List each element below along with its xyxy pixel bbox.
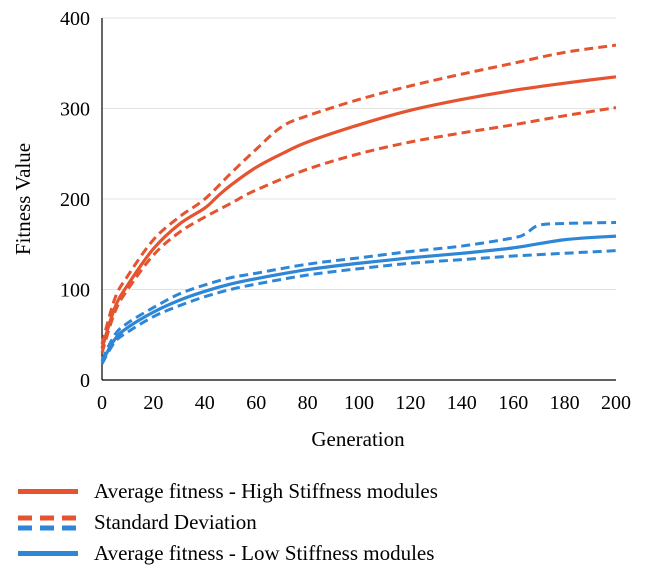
x-tick-label: 200 [601, 392, 631, 414]
grid-lines [102, 17, 616, 290]
y-tick-label: 100 [60, 280, 90, 302]
x-tick-label: 180 [550, 392, 580, 414]
legend-swatch-std-dashed [18, 515, 78, 531]
tick-labels: 0 100 200 300 400 0 20 40 60 80 100 120 140 160 180 200 [60, 8, 631, 414]
legend-swatch-high-solid [18, 484, 78, 500]
fitness-line-chart: 0 100 200 300 400 0 20 40 60 80 100 120 140 160 180 200… [11, 8, 631, 451]
legend-item-standard-deviation: Standard Deviation [18, 507, 628, 538]
x-tick-label: 60 [246, 392, 266, 414]
high-stiffness-lower-line [100, 106, 617, 354]
x-tick-label: 80 [298, 392, 318, 414]
legend-item-high-stiffness: Average fitness - High Stiffness modules [18, 476, 628, 507]
legend-item-low-stiffness: Average fitness - Low Stiffness modules [18, 538, 628, 569]
low-stiffness-mean-line [100, 234, 617, 363]
low-stiffness-lower-line [100, 249, 617, 365]
y-axis-label: Fitness Value [11, 143, 35, 255]
legend-label: Standard Deviation [94, 510, 257, 534]
y-tick-label: 400 [60, 8, 90, 30]
legend-swatch-low-solid [18, 546, 78, 562]
x-tick-label: 120 [395, 392, 425, 414]
x-tick-label: 140 [447, 392, 477, 414]
x-tick-label: 0 [97, 392, 107, 414]
y-tick-label: 0 [80, 370, 90, 392]
x-tick-label: 20 [143, 392, 163, 414]
legend-label: Average fitness - Low Stiffness modules [94, 541, 435, 565]
low-stiffness-upper-line [100, 221, 617, 361]
high-stiffness-mean-line [100, 75, 617, 349]
x-tick-label: 160 [498, 392, 528, 414]
series-lines [100, 43, 617, 365]
x-tick-label: 40 [195, 392, 215, 414]
y-tick-label: 300 [60, 99, 90, 121]
legend: Average fitness - High Stiffness modules… [18, 476, 628, 569]
high-stiffness-upper-line [100, 43, 617, 345]
x-axis-label: Generation [311, 427, 405, 451]
x-tick-label: 100 [344, 392, 374, 414]
legend-label: Average fitness - High Stiffness modules [94, 479, 438, 503]
axes [101, 18, 616, 381]
y-tick-label: 200 [60, 189, 90, 211]
